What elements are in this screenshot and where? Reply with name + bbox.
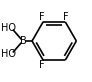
Text: B: B <box>20 36 26 46</box>
Text: F: F <box>39 12 45 22</box>
Text: F: F <box>39 60 45 70</box>
Text: HO: HO <box>1 23 16 33</box>
Text: HO: HO <box>1 49 16 59</box>
Text: F: F <box>63 12 69 22</box>
